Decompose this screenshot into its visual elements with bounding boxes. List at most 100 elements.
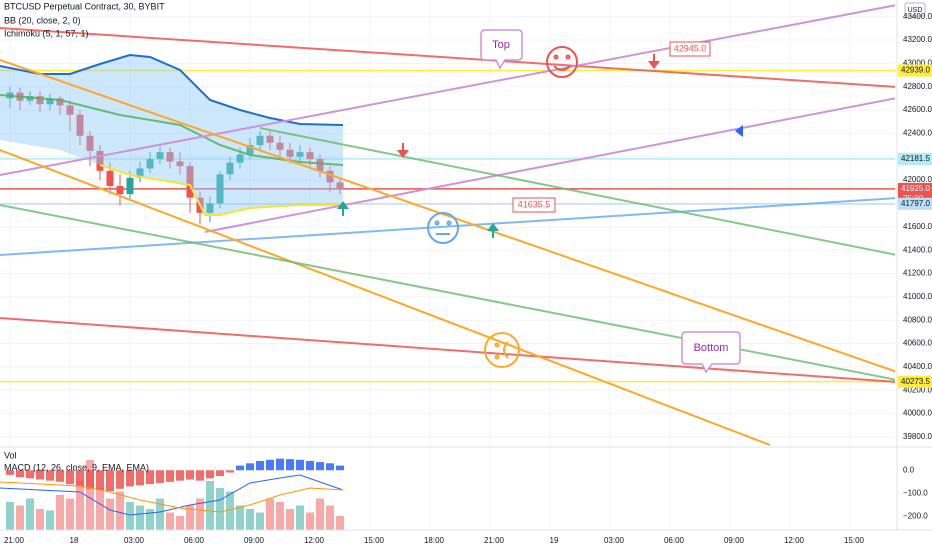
volume-bar [286, 509, 294, 530]
volume-bar [296, 505, 304, 530]
candle-body [206, 203, 214, 213]
volume-bar [86, 460, 94, 530]
x-tick-label: 03:00 [124, 536, 145, 545]
bb-cloud [0, 55, 343, 215]
y-tick-label: 40800.0 [903, 315, 932, 324]
y-tick-label: 43000.0 [903, 58, 932, 67]
y-tick-label: −100.0 [903, 489, 928, 498]
currency: USD [908, 7, 923, 14]
candle-body [56, 98, 64, 106]
histogram-bar [136, 470, 144, 486]
volume-bar [166, 512, 174, 530]
trendline [259, 127, 898, 256]
candle-body [116, 185, 124, 195]
histogram-bar [156, 470, 164, 483]
volume-bar [16, 505, 24, 530]
candle-body [126, 177, 134, 195]
candle-body [36, 96, 44, 105]
x-tick-label: 15:00 [844, 536, 865, 545]
indicator-label: Ichimoku (5, 1, 57, 1) [4, 28, 89, 38]
y-tick-label: 43400.0 [903, 12, 932, 21]
price-tag-label: 40273.5 [901, 377, 930, 386]
price-note-box [669, 41, 711, 57]
volume-bar [6, 502, 14, 530]
price-tag-label: 41925.0 [901, 184, 930, 193]
x-tick-label: 06:00 [664, 536, 685, 545]
trendline [0, 317, 898, 383]
candle-body [96, 150, 104, 171]
smiley-top [546, 46, 578, 78]
x-tick-label: 15:00 [364, 536, 385, 545]
histogram-bar [276, 458, 284, 471]
candle-body [156, 152, 164, 160]
price-note: 41635.5 [518, 199, 551, 209]
y-tick-label: 42400.0 [903, 129, 932, 138]
volume-bar [46, 510, 54, 530]
x-tick-label: 18 [70, 536, 79, 545]
histogram-bar [26, 470, 34, 479]
x-tick-label: 12:00 [784, 536, 805, 545]
histogram-bar [66, 470, 74, 485]
signal-line [0, 481, 344, 513]
volume-bar [136, 505, 144, 530]
x-tick-label: 21:00 [484, 536, 505, 545]
candle-body [286, 149, 294, 157]
y-tick-label: 40600.0 [903, 339, 932, 348]
histogram-bar [96, 470, 104, 490]
candle-body [226, 162, 234, 175]
y-tick-label: 40400.0 [903, 362, 932, 371]
bb-lower [99, 164, 343, 216]
price-tag [898, 375, 932, 388]
histogram-bar [106, 470, 114, 492]
price-tag [898, 197, 932, 210]
histogram-bar [246, 463, 254, 471]
candle-body [76, 114, 84, 136]
histogram-bar [326, 463, 334, 471]
y-tick-label: 0.0 [903, 465, 915, 474]
volume-bar [266, 498, 274, 530]
volume-bar [96, 488, 104, 530]
histogram-bar [186, 470, 194, 480]
price-tag-label: 42181.5 [901, 154, 930, 163]
trendline [0, 149, 771, 446]
trendline [204, 97, 898, 233]
histogram-bar [116, 470, 124, 489]
volume-bar [106, 498, 114, 530]
candle-body [146, 159, 154, 169]
histogram-bar [296, 459, 304, 471]
histogram-bar [196, 470, 204, 481]
arrow-left [735, 125, 743, 137]
arrow-up [337, 201, 349, 216]
price-tag-label: 41797.0 [901, 199, 930, 208]
arrow-down [648, 54, 660, 69]
volume-bar [316, 498, 324, 530]
x-tick-label: 03:00 [604, 536, 625, 545]
arrow-up [487, 223, 499, 238]
chart-title: BTCUSD Perpetual Contract, 30, BYBIT [4, 1, 165, 11]
price-note: 42945.0 [674, 43, 707, 53]
candle-body [296, 152, 304, 157]
x-tick-label: 06:00 [184, 536, 205, 545]
price-tag [898, 64, 932, 77]
volume-bar [216, 488, 224, 530]
volume-bar [276, 502, 284, 530]
y-tick-label: 39800.0 [903, 432, 932, 441]
y-tick-label: 43200.0 [903, 35, 932, 44]
histogram-bar [86, 470, 94, 489]
histogram-bar [286, 459, 294, 471]
trendline [0, 27, 898, 88]
volume-bar [326, 505, 334, 530]
histogram-bar [76, 470, 84, 487]
histogram-bar [146, 470, 154, 485]
currency-box [904, 2, 926, 17]
x-tick-label: 19 [550, 536, 559, 545]
histogram-bar [266, 459, 274, 471]
histogram-bar [236, 465, 244, 471]
volume-bar [246, 509, 254, 530]
candle-body [276, 142, 284, 150]
trendline [0, 204, 898, 381]
pane-label: Vol [4, 450, 17, 460]
volume-bar [36, 509, 44, 530]
candle-body [216, 174, 224, 204]
volume-bar [236, 505, 244, 530]
